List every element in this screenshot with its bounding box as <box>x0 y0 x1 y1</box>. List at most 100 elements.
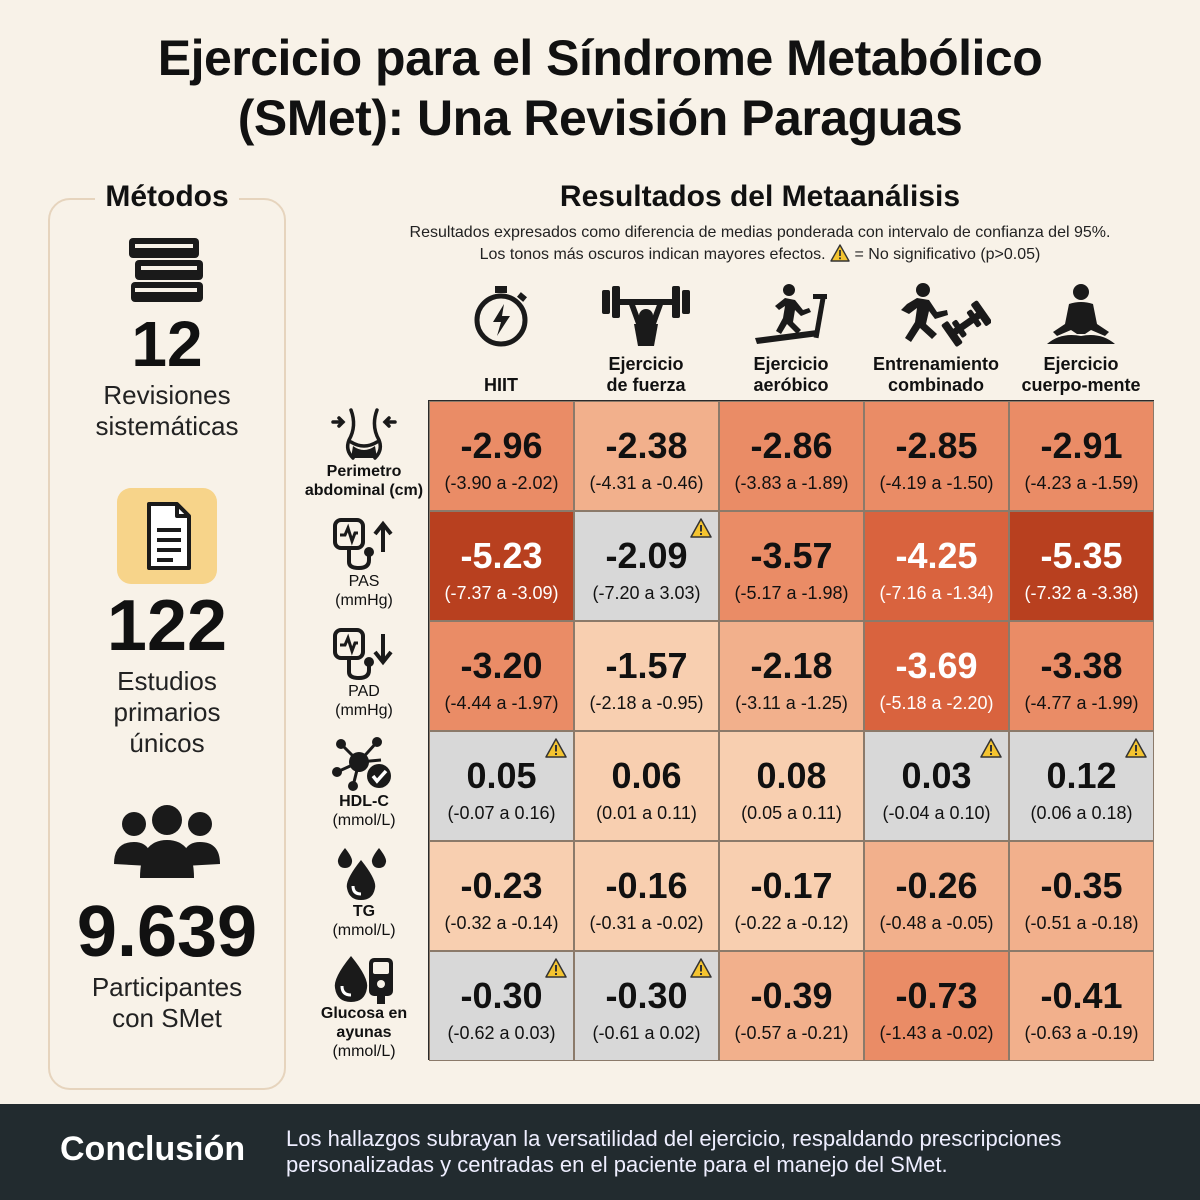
stat-reviews: 12 Revisiones sistemáticas <box>48 232 286 442</box>
heatmap-cell: -0.41 (-0.63 a -0.19) <box>1009 951 1154 1061</box>
row-header-glucosa: Glucosa en ayunas (mmol/L) <box>300 950 428 1060</box>
heatmap-cell: -1.57 (-2.18 a -0.95) <box>574 621 719 731</box>
cell-ci: (-3.11 a -1.25) <box>735 693 848 713</box>
cell-value: 0.08 <box>756 755 827 796</box>
cell-ci: (-0.61 a 0.02) <box>592 1023 701 1043</box>
cell-ci: (-0.57 a -0.21) <box>734 1023 849 1043</box>
row-header-pas: PAS (mmHg) <box>300 510 428 620</box>
conclusion-heading: Conclusión <box>60 1130 246 1168</box>
row-label-perimetro: Perimetro abdominal (cm) <box>304 463 424 499</box>
cell-ci: (-7.20 a 3.03) <box>592 583 701 603</box>
heatmap-cell: -0.73 (-1.43 a -0.02) <box>864 951 1009 1061</box>
cell-value: -3.57 <box>750 535 833 576</box>
heatmap-cell: 0.06 (0.01 a 0.11) <box>574 731 719 841</box>
column-label-aerobico: Ejercicio aeróbico <box>753 354 829 395</box>
cell-value: 0.12 <box>1046 755 1117 796</box>
cell-value: -0.30 <box>605 975 688 1016</box>
heatmap-cell: -2.38 (-4.31 a -0.46) <box>574 401 719 511</box>
heatmap-cell: -0.35 (-0.51 a -0.18) <box>1009 841 1154 951</box>
warning-icon <box>545 958 567 983</box>
stat-reviews-value: 12 <box>131 308 203 380</box>
heatmap-grid: -2.96 (-3.90 a -2.02) -2.38 (-4.31 a -0.46)… <box>428 400 1154 1061</box>
bp-down-icon <box>333 628 393 681</box>
waist-icon <box>331 408 397 460</box>
meditation-icon <box>1047 284 1115 344</box>
molecule-icon <box>332 737 391 791</box>
cell-value: -0.23 <box>460 865 543 906</box>
cell-ci: (-5.18 a -2.20) <box>879 693 994 713</box>
heatmap-cell: -0.17 (-0.22 a -0.12) <box>719 841 864 951</box>
stat-participants: 9.639 Participantes con SMet <box>48 804 286 1034</box>
cell-ci: (-7.37 a -3.09) <box>444 583 559 603</box>
stat-reviews-label-2: sistemáticas <box>95 411 239 441</box>
cell-value: -0.39 <box>750 975 833 1016</box>
cell-value: -4.25 <box>895 535 978 576</box>
cell-value: 0.06 <box>611 755 682 796</box>
heatmap-cell: -0.30 (-0.62 a 0.03) <box>429 951 574 1061</box>
cell-value: -3.69 <box>895 645 978 686</box>
warning-icon <box>830 244 850 262</box>
row-label-hdl: HDL-C (mmol/L) <box>332 793 396 829</box>
cell-value: 0.05 <box>466 755 537 796</box>
cell-value: -2.85 <box>895 425 978 466</box>
cell-value: -2.91 <box>1040 425 1123 466</box>
methods-heading: Métodos <box>48 180 286 214</box>
cell-value: -0.41 <box>1040 975 1123 1016</box>
cell-value: -2.09 <box>605 535 688 576</box>
stat-participants-label-1: Participantes <box>91 972 243 1002</box>
heatmap-cell: -3.20 (-4.44 a -1.97) <box>429 621 574 731</box>
row-header-perimetro: Perimetro abdominal (cm) <box>300 400 428 510</box>
column-label-combinado: Entrenamiento combinado <box>872 354 1000 395</box>
warning-icon <box>690 518 712 543</box>
row-label-tg: TG (mmol/L) <box>332 903 396 939</box>
heatmap-cell: -0.16 (-0.31 a -0.02) <box>574 841 719 951</box>
cell-value: -5.23 <box>460 535 543 576</box>
cell-ci: (-0.48 a -0.05) <box>879 913 994 933</box>
heatmap-cell: 0.12 (0.06 a 0.18) <box>1009 731 1154 841</box>
heatmap-cell: -2.86 (-3.83 a -1.89) <box>719 401 864 511</box>
cell-ci: (-7.16 a -1.34) <box>879 583 994 603</box>
cell-value: 0.03 <box>901 755 972 796</box>
heatmap-cell: -2.96 (-3.90 a -2.02) <box>429 401 574 511</box>
cell-ci: (-0.51 a -0.18) <box>1024 913 1139 933</box>
document-icon <box>117 488 217 584</box>
cell-value: -0.35 <box>1040 865 1123 906</box>
column-label-fuerza: Ejercicio de fuerza <box>606 354 686 395</box>
cell-ci: (-4.19 a -1.50) <box>879 473 994 493</box>
warning-icon <box>980 738 1002 763</box>
cell-value: -3.38 <box>1040 645 1123 686</box>
row-header-tg: TG (mmol/L) <box>300 840 428 950</box>
heatmap-cell: -3.57 (-5.17 a -1.98) <box>719 511 864 621</box>
row-header-hdl: HDL-C (mmol/L) <box>300 730 428 840</box>
warning-icon <box>690 958 712 983</box>
runner-dumbbell-icon <box>901 283 991 347</box>
cell-ci: (0.06 a 0.18) <box>1030 803 1133 823</box>
cell-ci: (-3.83 a -1.89) <box>734 473 849 493</box>
row-label-pad: PAD (mmHg) <box>335 683 393 719</box>
column-header-aerobico: Ejercicio aeróbico <box>718 280 864 396</box>
cell-ci: (-0.62 a 0.03) <box>447 1023 556 1043</box>
cell-value: -5.35 <box>1040 535 1123 576</box>
column-label-cuerpo-mente: Ejercicio cuerpo-mente <box>1021 354 1141 395</box>
cell-ci: (-3.90 a -2.02) <box>444 473 559 493</box>
results-subtitle-line-1: Resultados expresados como diferencia de… <box>409 224 1111 241</box>
heatmap-cell: -2.09 (-7.20 a 3.03) <box>574 511 719 621</box>
cell-value: -2.38 <box>605 425 688 466</box>
heatmap-cell: -4.25 (-7.16 a -1.34) <box>864 511 1009 621</box>
bp-up-icon <box>333 518 393 571</box>
books-icon <box>129 238 203 302</box>
column-header-fuerza: Ejercicio de fuerza <box>573 280 719 396</box>
cell-value: -0.30 <box>460 975 543 1016</box>
cell-value: -0.73 <box>895 975 978 1016</box>
cell-ci: (-0.07 a 0.16) <box>447 803 556 823</box>
column-label-hiit: HIIT <box>484 375 518 395</box>
title-line-1: Ejercicio para el Síndrome Metabólico <box>157 30 1043 86</box>
treadmill-icon <box>755 284 827 344</box>
column-header-hiit: HIIT <box>428 280 574 396</box>
heatmap-cell: 0.05 (-0.07 a 0.16) <box>429 731 574 841</box>
heatmap-cell: -5.23 (-7.37 a -3.09) <box>429 511 574 621</box>
cell-ci: (0.05 a 0.11) <box>741 803 842 823</box>
cell-ci: (-2.18 a -0.95) <box>589 693 704 713</box>
stat-reviews-label-1: Revisiones <box>103 380 231 410</box>
heatmap-cell: 0.08 (0.05 a 0.11) <box>719 731 864 841</box>
